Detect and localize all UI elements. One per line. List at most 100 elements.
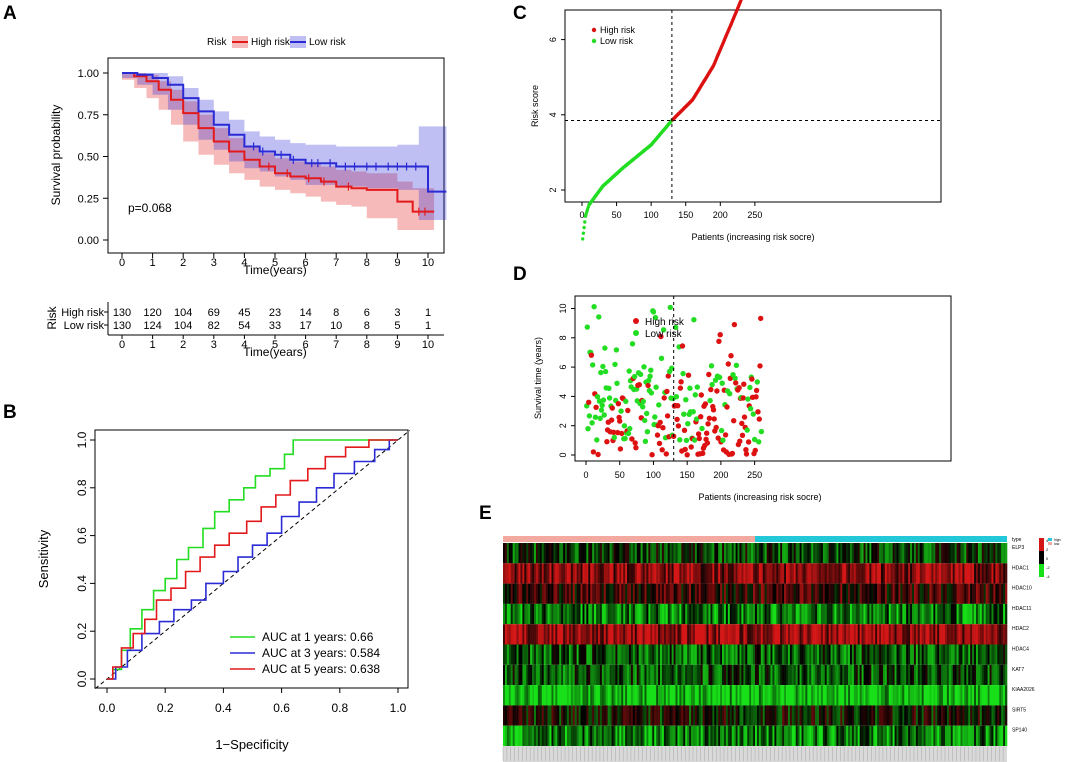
hm-row-label: HDAC10 (1012, 586, 1032, 592)
st-point (663, 451, 669, 457)
hm-cell (787, 664, 791, 686)
hm-cell (700, 725, 703, 746)
table-x-tick-label: 9 (394, 339, 400, 351)
st-point (604, 439, 610, 445)
hm-cell (811, 583, 814, 604)
hm-cell (933, 705, 936, 726)
hm-cell (599, 664, 603, 686)
hm-cell (974, 624, 977, 645)
hm-cell (640, 583, 643, 604)
hm-cell (638, 624, 641, 645)
hm-cell (972, 725, 975, 746)
rs-point (581, 237, 585, 241)
hm-cell (968, 583, 971, 604)
hm-cell (530, 705, 533, 726)
hm-cell (586, 583, 589, 604)
hm-cell (642, 583, 645, 604)
hm-cell (801, 725, 804, 746)
hm-cell (966, 705, 969, 726)
hm-cell (931, 603, 934, 625)
st-point (602, 368, 609, 375)
hm-cell (625, 543, 628, 564)
rs-point (582, 225, 586, 230)
hm-cell (871, 543, 874, 564)
hm-cell (708, 624, 711, 645)
hm-cell (809, 705, 812, 726)
hm-cell (580, 664, 583, 686)
hm-cell (764, 644, 767, 665)
hm-cell (871, 603, 874, 625)
hm-cell (745, 543, 748, 564)
hm-cell (853, 543, 857, 564)
hm-cell (1003, 664, 1006, 686)
hm-cell (766, 563, 769, 584)
hm-cell (869, 583, 872, 604)
panel-letter-e: E (479, 503, 492, 524)
hm-cell (774, 583, 777, 604)
hm-cell (766, 583, 769, 604)
hm-cell (1001, 603, 1004, 625)
hm-cell (968, 603, 971, 625)
hm-cell (559, 563, 562, 584)
hm-cell (671, 563, 674, 584)
hm-cell (514, 705, 517, 726)
hm-cell (681, 563, 684, 584)
hm-cell (995, 624, 998, 645)
hm-cell (596, 543, 599, 564)
hm-cell (694, 644, 698, 665)
hm-cell (551, 705, 554, 726)
hm-cell (758, 583, 762, 604)
hm-cell (832, 624, 835, 645)
hm-cell (877, 583, 880, 604)
hm-cell (532, 705, 535, 726)
hm-cell (559, 624, 562, 645)
hm-cell (601, 543, 605, 564)
hm-cell (638, 705, 641, 726)
hm-cell (913, 543, 917, 564)
hm-cell (778, 725, 781, 746)
hm-cell (758, 624, 762, 645)
st-point (625, 430, 632, 437)
hm-cell (979, 685, 983, 706)
hm-cell (828, 583, 831, 604)
roc-curve-1-year (107, 439, 398, 680)
hm-cell (968, 563, 971, 584)
hm-cell (933, 725, 936, 746)
hm-cell (681, 624, 684, 645)
hm-cell (921, 644, 924, 665)
hm-cell (824, 644, 828, 665)
hm-cell (725, 583, 729, 604)
hm-cell (848, 624, 851, 645)
hm-cell (673, 543, 676, 564)
hm-cell (646, 603, 649, 625)
hm-cell (504, 603, 508, 625)
hm-cell (869, 725, 872, 746)
hm-cell (731, 543, 734, 564)
panel-letter-d: D (513, 264, 527, 285)
hm-cell (720, 644, 723, 665)
hm-cell (844, 685, 847, 706)
hm-cell (807, 705, 810, 726)
hm-cell (900, 685, 903, 706)
hm-cell (654, 664, 657, 686)
hm-cell (803, 583, 806, 604)
hm-cell (855, 624, 859, 645)
st-point (758, 428, 765, 435)
hm-cell (627, 624, 630, 645)
hm-cell (590, 543, 593, 564)
hm-cell (580, 624, 583, 645)
hm-cell (671, 725, 674, 746)
hm-cell (941, 705, 944, 726)
hm-cell (716, 603, 719, 625)
st-point (706, 415, 713, 421)
hm-cell (849, 685, 853, 706)
hm-cell (842, 644, 845, 665)
st-point (647, 373, 653, 379)
hm-cell (745, 685, 748, 706)
hm-cell (673, 685, 676, 706)
hm-cell (566, 583, 570, 604)
hm-cell (541, 664, 545, 686)
hm-cell (946, 685, 950, 706)
hm-cell (749, 664, 752, 686)
hm-cell (636, 603, 639, 625)
